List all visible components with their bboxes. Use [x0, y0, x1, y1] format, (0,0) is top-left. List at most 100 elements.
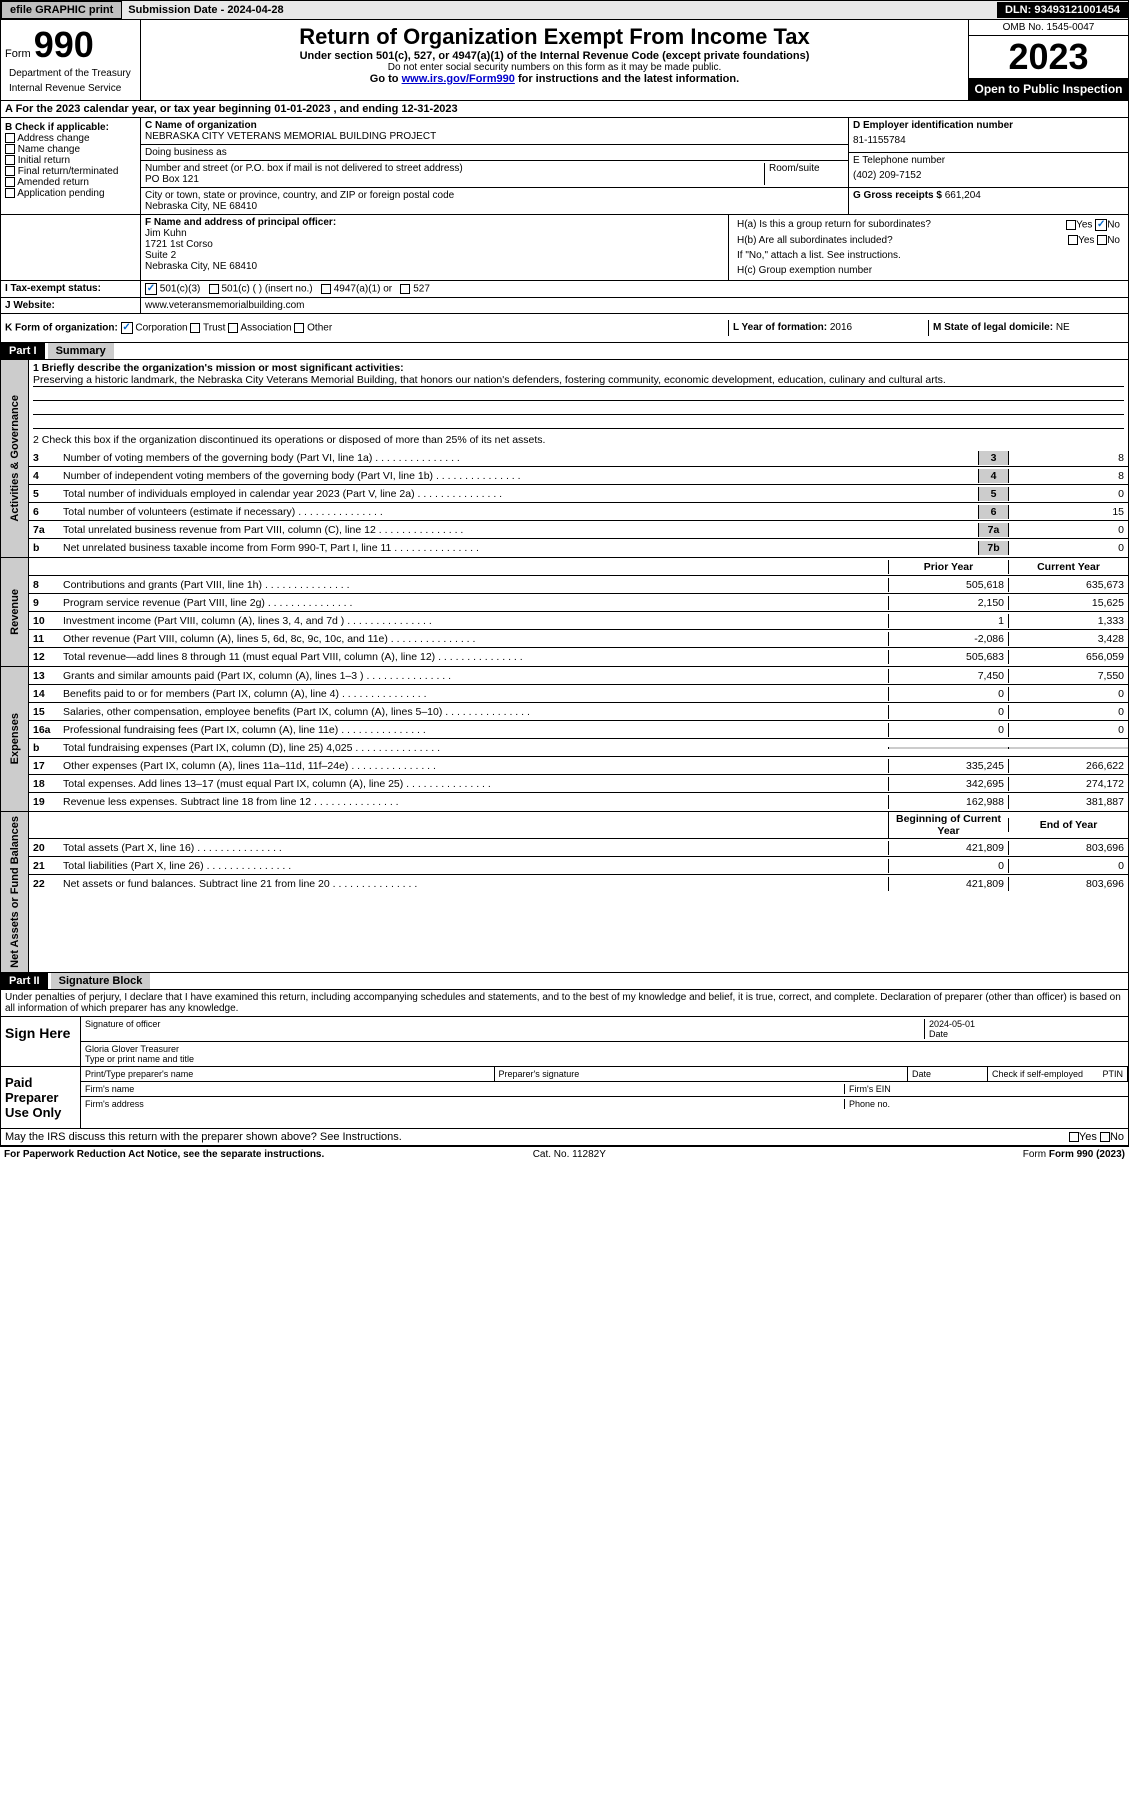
gov-line-7a: 7a Total unrelated business revenue from… — [29, 521, 1128, 539]
org-info-grid: B Check if applicable: Address change Na… — [0, 118, 1129, 215]
begin-year-hdr: Beginning of Current Year — [888, 812, 1008, 838]
prep-date-hdr: Date — [908, 1067, 988, 1082]
hb-yes[interactable]: Yes — [1078, 235, 1094, 246]
chk-name-change[interactable]: Name change — [5, 144, 136, 155]
chk-amended[interactable]: Amended return — [5, 177, 136, 188]
col-b-header: B Check if applicable: — [5, 122, 136, 133]
part1-title: Summary — [48, 343, 114, 359]
form-subtitle-2: Do not enter social security numbers on … — [145, 62, 964, 73]
form-subtitle-1: Under section 501(c), 527, or 4947(a)(1)… — [145, 50, 964, 62]
dba-label: Doing business as — [145, 147, 227, 158]
discuss-text: May the IRS discuss this return with the… — [5, 1131, 1069, 1143]
omb-number: OMB No. 1545-0047 — [969, 20, 1128, 36]
top-bar: efile GRAPHIC print Submission Date - 20… — [0, 0, 1129, 20]
tax-year-begin: 01-01-2023 — [274, 103, 330, 115]
page-footer: For Paperwork Reduction Act Notice, see … — [0, 1146, 1129, 1162]
gov-line-7b: b Net unrelated business taxable income … — [29, 539, 1128, 557]
gov-line-4: 4 Number of independent voting members o… — [29, 467, 1128, 485]
year-formation: 2016 — [830, 322, 852, 333]
line-9: 9 Program service revenue (Part VIII, li… — [29, 594, 1128, 612]
current-year-hdr: Current Year — [1008, 560, 1128, 574]
tax-year-end: 12-31-2023 — [401, 103, 457, 115]
part2-label: Part II — [1, 973, 48, 989]
gov-line-5: 5 Total number of individuals employed i… — [29, 485, 1128, 503]
dln-label: DLN: 93493121001454 — [997, 2, 1128, 18]
gross-label: G Gross receipts $ — [853, 190, 942, 201]
discuss-yes[interactable]: Yes — [1079, 1131, 1097, 1143]
tax-year: 2023 — [969, 36, 1128, 78]
k-trust[interactable]: Trust — [203, 323, 225, 334]
ha-yes[interactable]: Yes — [1076, 220, 1092, 231]
website-label: J Website: — [1, 298, 141, 313]
line-22: 22 Net assets or fund balances. Subtract… — [29, 875, 1128, 893]
paid-preparer-label: Paid Preparer Use Only — [1, 1067, 81, 1128]
sig-officer-label: Signature of officer — [85, 1019, 924, 1039]
chk-initial-return[interactable]: Initial return — [5, 155, 136, 166]
addr-label: Number and street (or P.O. box if mail i… — [145, 163, 764, 174]
m-label: M State of legal domicile: — [933, 322, 1053, 333]
chk-final-return[interactable]: Final return/terminated — [5, 166, 136, 177]
phone-value: (402) 209-7152 — [853, 166, 1124, 185]
vert-net-assets: Net Assets or Fund Balances — [7, 812, 23, 972]
end-year-hdr: End of Year — [1008, 818, 1128, 832]
net-assets-section: Net Assets or Fund Balances Beginning of… — [0, 812, 1129, 973]
goto-pre: Go to — [370, 73, 402, 85]
firm-name-label: Firm's name — [85, 1084, 844, 1094]
firm-addr-label: Firm's address — [85, 1099, 844, 1109]
part1-label: Part I — [1, 343, 45, 359]
gross-receipts: 661,204 — [945, 190, 981, 201]
perjury-text: Under penalties of perjury, I declare th… — [0, 990, 1129, 1017]
k-other[interactable]: Other — [307, 323, 332, 334]
org-address: PO Box 121 — [145, 174, 764, 185]
tax-status-row: I Tax-exempt status: ✓ 501(c)(3) 501(c) … — [0, 281, 1129, 298]
opt-527[interactable]: 527 — [413, 284, 430, 295]
row-a-mid: , and ending — [334, 103, 402, 115]
website-value: www.veteransmemorialbuilding.com — [141, 298, 1128, 313]
vert-revenue: Revenue — [7, 585, 23, 639]
vert-expenses: Expenses — [7, 709, 23, 768]
col-b-checkboxes: B Check if applicable: Address change Na… — [1, 118, 141, 214]
paperwork-notice: For Paperwork Reduction Act Notice, see … — [4, 1149, 324, 1160]
ptin-label: PTIN — [1102, 1069, 1123, 1079]
officer-name: Jim Kuhn — [145, 228, 724, 239]
row-a-tax-year: A For the 2023 calendar year, or tax yea… — [0, 101, 1129, 118]
k-corp[interactable]: Corporation — [135, 323, 187, 334]
line-11: 11 Other revenue (Part VIII, column (A),… — [29, 630, 1128, 648]
vert-governance: Activities & Governance — [7, 391, 23, 526]
ha-no[interactable]: No — [1107, 220, 1120, 231]
sig-name: Gloria Glover Treasurer — [85, 1044, 194, 1054]
prep-self-emp: Check if self-employed — [992, 1069, 1102, 1079]
k-assoc[interactable]: Association — [240, 323, 291, 334]
ha-label: H(a) Is this a group return for subordin… — [737, 219, 1066, 231]
expenses-section: Expenses 13 Grants and similar amounts p… — [0, 667, 1129, 812]
hb-note: If "No," attach a list. See instructions… — [733, 248, 1124, 263]
paid-preparer-block: Paid Preparer Use Only Print/Type prepar… — [0, 1067, 1129, 1129]
line-18: 18 Total expenses. Add lines 13–17 (must… — [29, 775, 1128, 793]
irs-link[interactable]: www.irs.gov/Form990 — [402, 73, 515, 85]
efile-print-button[interactable]: efile GRAPHIC print — [1, 1, 122, 19]
form-title: Return of Organization Exempt From Incom… — [145, 24, 964, 50]
room-suite-label: Room/suite — [764, 163, 844, 185]
line2-text: 2 Check this box if the organization dis… — [29, 433, 1128, 447]
hb-no[interactable]: No — [1107, 235, 1120, 246]
firm-phone-label: Phone no. — [844, 1099, 1124, 1109]
org-name: NEBRASKA CITY VETERANS MEMORIAL BUILDING… — [145, 131, 844, 142]
line-b: b Total fundraising expenses (Part IX, c… — [29, 739, 1128, 757]
chk-application-pending[interactable]: Application pending — [5, 188, 136, 199]
activities-governance-section: Activities & Governance 1 Briefly descri… — [0, 360, 1129, 558]
part2-header: Part II Signature Block — [0, 973, 1129, 990]
line-16a: 16a Professional fundraising fees (Part … — [29, 721, 1128, 739]
opt-501c[interactable]: 501(c) ( ) (insert no.) — [221, 284, 312, 295]
chk-address-change[interactable]: Address change — [5, 133, 136, 144]
officer-h-row: F Name and address of principal officer:… — [0, 215, 1129, 281]
sig-name-label: Type or print name and title — [85, 1054, 194, 1064]
opt-4947[interactable]: 4947(a)(1) or — [334, 284, 392, 295]
tax-status-label: I Tax-exempt status: — [1, 281, 141, 297]
klm-row: K Form of organization: ✓ Corporation Tr… — [0, 314, 1129, 343]
website-row: J Website: www.veteransmemorialbuilding.… — [0, 298, 1129, 314]
line-17: 17 Other expenses (Part IX, column (A), … — [29, 757, 1128, 775]
discuss-no[interactable]: No — [1110, 1131, 1124, 1143]
officer-addr2: Suite 2 — [145, 250, 724, 261]
opt-501c3[interactable]: 501(c)(3) — [160, 284, 201, 295]
line-21: 21 Total liabilities (Part X, line 26) 0… — [29, 857, 1128, 875]
